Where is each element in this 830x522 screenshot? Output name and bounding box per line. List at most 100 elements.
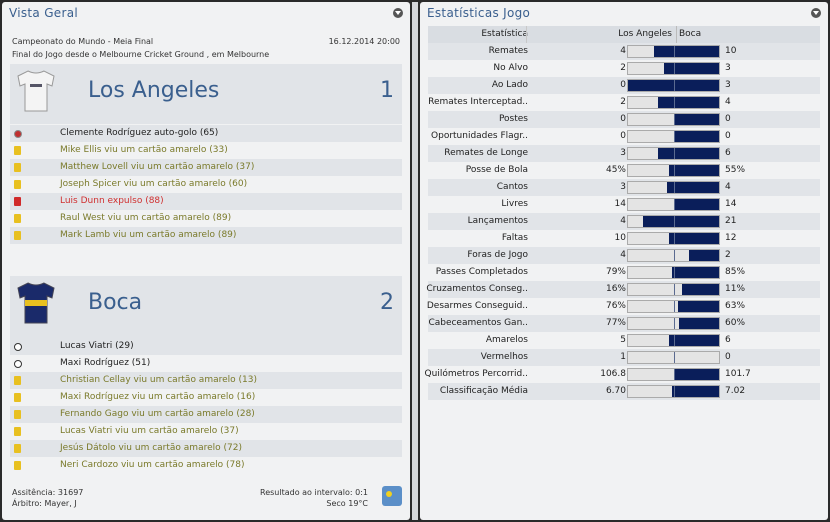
stat-row: Foras de Jogo 4 2 [428, 247, 820, 264]
event-text: Luis Dunn expulso (88) [60, 196, 164, 206]
stat-label: Cantos [496, 182, 528, 192]
stat-row: Ao Lado 0 3 [428, 77, 820, 94]
event-text: Joseph Spicer viu um cartão amarelo (60) [60, 179, 248, 189]
stat-row: Postes 0 0 [428, 111, 820, 128]
stat-bar [627, 300, 720, 313]
stat-home-value: 1 [620, 352, 626, 362]
stat-row: Posse de Bola 45% 55% [428, 162, 820, 179]
header-home[interactable]: Los Angeles [618, 29, 672, 39]
stat-away-value: 101.7 [725, 369, 751, 379]
event-row: Raul West viu um cartão amarelo (89) [10, 210, 402, 227]
event-row: Joseph Spicer viu um cartão amarelo (60) [10, 176, 402, 193]
stat-bar-home-fill [628, 369, 675, 380]
away-score: 2 [380, 290, 394, 315]
stat-bar [627, 215, 720, 228]
stat-bar-home-fill [628, 284, 682, 295]
yellow-card-icon [14, 146, 21, 155]
yellow-card-icon [14, 393, 21, 402]
stat-away-value: 0 [725, 114, 731, 124]
stat-bar [627, 113, 720, 126]
event-row: Jesús Dátolo viu um cartão amarelo (72) [10, 440, 402, 457]
event-text: Mike Ellis viu um cartão amarelo (33) [60, 145, 228, 155]
away-shirt-icon [17, 282, 55, 324]
event-row: Maxi Rodríguez viu um cartão amarelo (16… [10, 389, 402, 406]
stat-row: Desarmes Conseguid.. 76% 63% [427, 298, 820, 315]
panel-menu-icon[interactable] [811, 8, 821, 18]
home-score: 1 [380, 78, 394, 103]
stat-away-value: 11% [725, 284, 746, 294]
stat-bar-home-fill [628, 386, 673, 397]
event-text: Maxi Rodríguez viu um cartão amarelo (16… [60, 392, 256, 402]
stat-away-value: 0 [725, 131, 731, 141]
event-row: Lucas Viatri viu um cartão amarelo (37) [10, 423, 402, 440]
stat-label: Postes [498, 114, 528, 124]
stat-label: Lançamentos [467, 216, 528, 226]
stat-bar-home-fill [628, 148, 659, 159]
stat-bar [627, 181, 720, 194]
header-statistic[interactable]: Estatística [481, 29, 528, 39]
panel-menu-icon[interactable] [393, 8, 403, 18]
stat-home-value: 5 [620, 335, 626, 345]
stat-row: Livres 14 14 [428, 196, 820, 213]
stat-bar-home-fill [628, 352, 719, 363]
event-row: Fernando Gago viu um cartão amarelo (28) [10, 406, 402, 423]
stat-bar [627, 45, 720, 58]
stat-row: Oportunidades Flagr.. 0 0 [428, 128, 820, 145]
stat-bar [627, 79, 720, 92]
stat-away-value: 55% [725, 165, 746, 175]
stat-away-value: 4 [725, 97, 731, 107]
event-text: Neri Cardozo viu um cartão amarelo (78) [60, 460, 245, 470]
sunny-icon [382, 486, 402, 506]
stat-away-value: 3 [725, 80, 731, 90]
stat-row: Remates 4 10 [428, 43, 820, 60]
stat-bar-home-fill [628, 131, 674, 142]
event-text: Christian Cellay viu um cartão amarelo (… [60, 375, 257, 385]
stat-row: Faltas 10 12 [428, 230, 820, 247]
own-goal-icon [14, 130, 22, 138]
home-team-name[interactable]: Los Angeles [88, 78, 220, 103]
away-team-name[interactable]: Boca [88, 290, 143, 315]
stat-label: Ao Lado [491, 80, 528, 90]
stat-home-value: 4 [620, 216, 626, 226]
stat-row: Amarelos 5 6 [428, 332, 820, 349]
red-card-icon [14, 197, 21, 206]
event-text: Lucas Viatri (29) [60, 341, 134, 351]
referee: Árbitro: Mayer, J [12, 499, 77, 508]
stat-label: Posse de Bola [465, 165, 528, 175]
panel-splitter[interactable] [412, 2, 418, 520]
stat-bar-home-fill [628, 114, 674, 125]
stat-label: Passes Completados [435, 267, 528, 277]
header-away[interactable]: Boca [676, 26, 701, 43]
stat-home-value: 3 [620, 182, 626, 192]
event-row: Maxi Rodríguez (51) [10, 355, 402, 372]
event-row: Mark Lamb viu um cartão amarelo (89) [10, 227, 402, 244]
stat-home-value: 2 [620, 97, 626, 107]
stat-label: Remates [488, 46, 528, 56]
stat-home-value: 77% [605, 318, 626, 328]
event-text: Lucas Viatri viu um cartão amarelo (37) [60, 426, 239, 436]
stat-label: No Alvo [493, 63, 528, 73]
stat-bar-home-fill [628, 63, 665, 74]
stat-bar [627, 62, 720, 75]
stat-home-value: 79% [605, 267, 626, 277]
stat-label: Oportunidades Flagr.. [431, 131, 528, 141]
stat-bar [627, 232, 720, 245]
event-row: Christian Cellay viu um cartão amarelo (… [10, 372, 402, 389]
match-stats-panel: Estatísticas Jogo Estatística Los Angele… [420, 2, 828, 520]
stat-away-value: 10 [725, 46, 737, 56]
stat-bar-home-fill [628, 199, 674, 210]
stat-label: Cabeceamentos Gan.. [428, 318, 528, 328]
home-shirt-icon [17, 70, 55, 112]
event-text: Mark Lamb viu um cartão amarelo (89) [60, 230, 237, 240]
stat-away-value: 6 [725, 148, 731, 158]
stat-label: Livres [501, 199, 528, 209]
away-team-header: Boca 2 [10, 276, 402, 338]
stat-label: Amarelos [485, 335, 528, 345]
stat-bar [627, 266, 720, 279]
stat-bar-home-fill [628, 301, 678, 312]
stat-bar [627, 130, 720, 143]
stat-bar [627, 198, 720, 211]
stat-home-value: 106.8 [600, 369, 626, 379]
panel-title: Vista Geral [9, 6, 79, 20]
stat-label: Foras de Jogo [467, 250, 528, 260]
